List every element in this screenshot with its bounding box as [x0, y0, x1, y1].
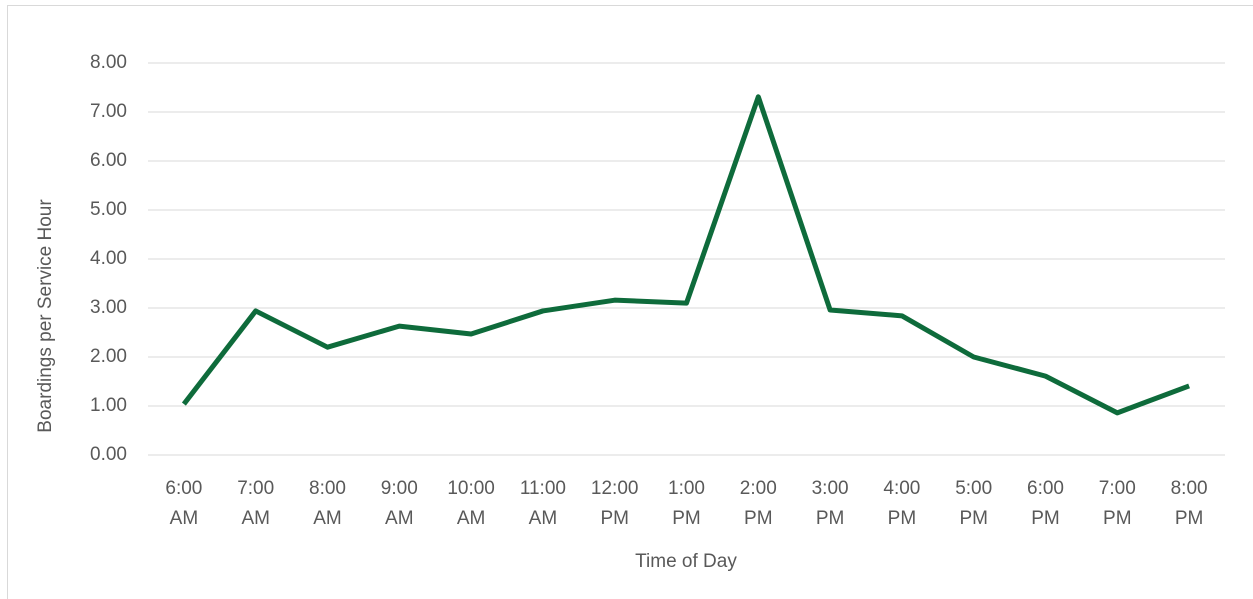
x-tick-label: 2:00 PM: [739, 478, 777, 529]
chart-border: [7, 5, 1253, 599]
y-tick-label: 7.00: [90, 101, 127, 122]
y-tick-label: 3.00: [90, 297, 127, 318]
x-tick-label: 8:00 AM: [309, 478, 346, 529]
x-axis-title: Time of Day: [635, 551, 737, 572]
x-tick-label: 6:00 AM: [165, 478, 203, 529]
y-tick-label: 5.00: [90, 199, 127, 220]
x-tick-label: 5:00 PM: [955, 478, 993, 529]
y-axis-title: Boardings per Service Hour: [35, 199, 56, 433]
x-tick-label: 3:00 PM: [811, 478, 849, 529]
x-tick-label: 11:00 AM: [519, 478, 566, 529]
x-tick-label: 12:00 PM: [590, 478, 639, 529]
x-tick-label: 7:00 AM: [237, 478, 275, 529]
x-tick-label: 4:00 PM: [883, 478, 921, 529]
x-tick-label: 9:00 AM: [380, 478, 418, 529]
y-tick-label: 0.00: [90, 444, 127, 465]
y-tick-label: 4.00: [90, 248, 127, 269]
x-tick-label: 1:00 PM: [668, 478, 705, 529]
y-tick-label: 6.00: [90, 150, 127, 171]
x-tick-label: 8:00 PM: [1170, 478, 1208, 529]
line: [181, 94, 1190, 416]
x-tick-label: 10:00 AM: [447, 478, 495, 529]
x-tick-label: 7:00 PM: [1098, 478, 1136, 529]
x-tick-label: 6:00 PM: [1027, 478, 1064, 529]
y-tick-label: 1.00: [90, 395, 127, 416]
y-tick-label: 2.00: [90, 346, 127, 367]
y-tick-label: 8.00: [90, 52, 127, 73]
